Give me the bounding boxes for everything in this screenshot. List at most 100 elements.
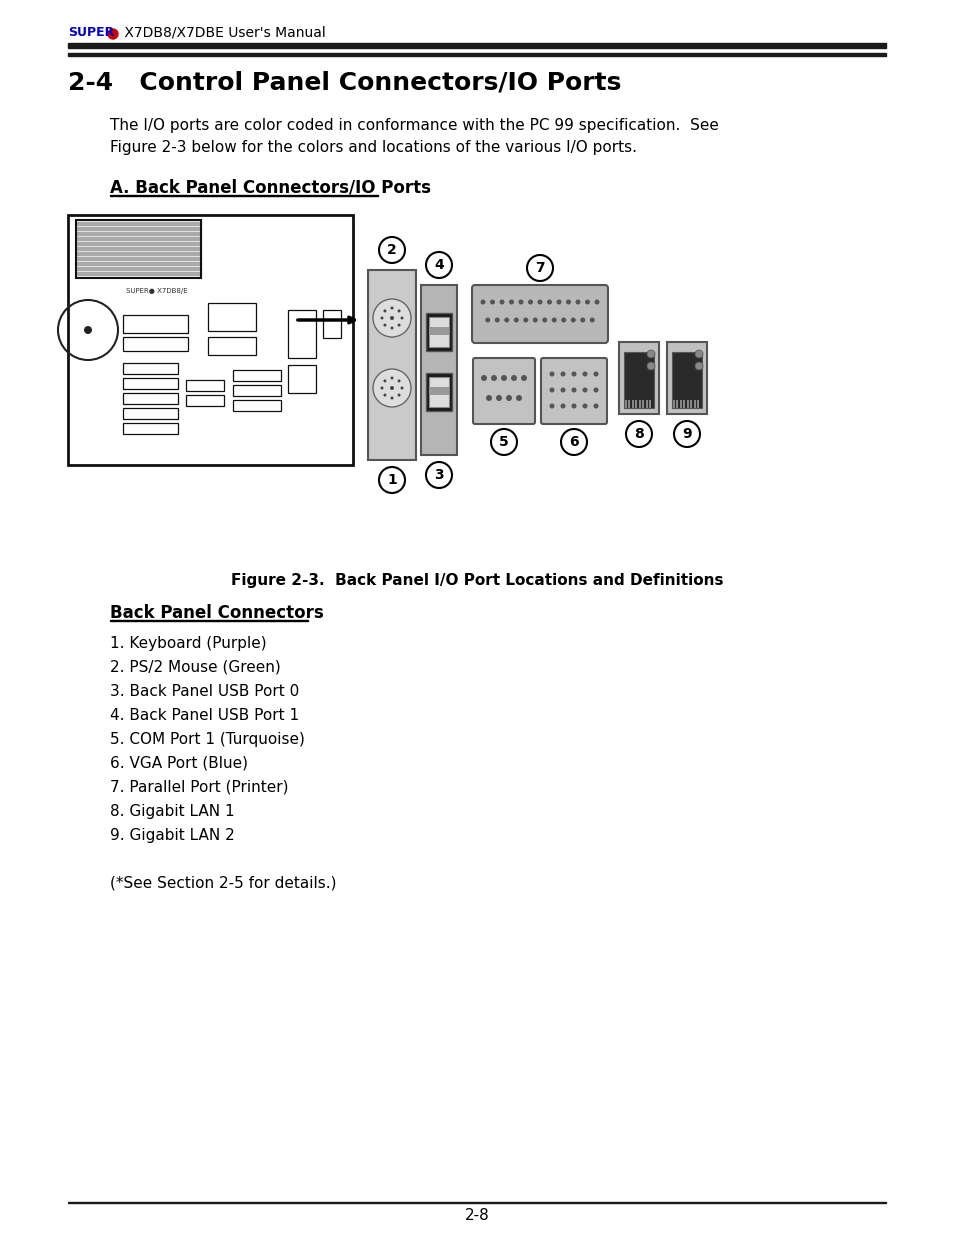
Circle shape <box>516 395 521 401</box>
Text: (*See Section 2-5 for details.): (*See Section 2-5 for details.) <box>110 876 336 890</box>
Text: 5: 5 <box>498 435 508 450</box>
Circle shape <box>646 350 655 358</box>
Circle shape <box>625 421 651 447</box>
Circle shape <box>582 388 587 393</box>
Circle shape <box>480 300 485 305</box>
Bar <box>686 400 688 408</box>
Circle shape <box>491 375 497 382</box>
Circle shape <box>518 300 523 305</box>
Text: 8: 8 <box>634 427 643 441</box>
Text: 2. PS/2 Mouse (Green): 2. PS/2 Mouse (Green) <box>110 659 280 676</box>
Circle shape <box>549 388 554 393</box>
Bar <box>76 267 201 270</box>
Text: 9. Gigabit LAN 2: 9. Gigabit LAN 2 <box>110 827 234 844</box>
Bar <box>628 400 630 408</box>
Circle shape <box>551 317 557 322</box>
Circle shape <box>509 300 514 305</box>
Circle shape <box>499 300 504 305</box>
Bar <box>618 342 659 414</box>
Circle shape <box>400 316 403 320</box>
Bar <box>690 400 692 408</box>
Bar <box>641 400 644 408</box>
Bar <box>682 400 685 408</box>
Circle shape <box>584 300 589 305</box>
Bar <box>123 393 178 404</box>
Circle shape <box>532 317 537 322</box>
Circle shape <box>594 300 598 305</box>
Bar <box>631 400 634 408</box>
Circle shape <box>549 404 554 409</box>
Circle shape <box>390 377 393 379</box>
Circle shape <box>390 387 394 390</box>
Text: 5. COM Port 1 (Turquoise): 5. COM Port 1 (Turquoise) <box>110 732 305 747</box>
Bar <box>76 252 201 254</box>
Circle shape <box>84 326 91 333</box>
Bar <box>645 400 647 408</box>
FancyBboxPatch shape <box>540 358 606 424</box>
Circle shape <box>500 375 506 382</box>
Circle shape <box>380 316 383 320</box>
Bar <box>420 285 456 454</box>
Bar <box>76 227 201 230</box>
Circle shape <box>491 429 517 454</box>
Circle shape <box>378 467 405 493</box>
Bar <box>208 337 255 354</box>
Bar <box>323 310 340 338</box>
Circle shape <box>560 317 566 322</box>
Text: 9: 9 <box>681 427 691 441</box>
Bar <box>123 315 188 333</box>
Circle shape <box>383 310 386 312</box>
Text: 4. Back Panel USB Port 1: 4. Back Panel USB Port 1 <box>110 708 299 722</box>
Bar <box>426 312 452 351</box>
Text: 7: 7 <box>535 261 544 275</box>
Text: 4: 4 <box>434 258 443 272</box>
Circle shape <box>495 317 499 322</box>
Bar <box>233 385 281 396</box>
Bar <box>76 262 201 266</box>
Text: The I/O ports are color coded in conformance with the PC 99 specification.  See: The I/O ports are color coded in conform… <box>110 119 719 133</box>
Bar <box>288 310 315 358</box>
Bar <box>186 380 224 391</box>
FancyBboxPatch shape <box>472 285 607 343</box>
Circle shape <box>571 372 576 377</box>
Text: 2-4   Control Panel Connectors/IO Ports: 2-4 Control Panel Connectors/IO Ports <box>68 70 620 95</box>
Bar <box>123 408 178 419</box>
Bar <box>426 373 452 411</box>
Bar <box>233 400 281 411</box>
Circle shape <box>505 395 512 401</box>
Bar <box>693 400 696 408</box>
Circle shape <box>589 317 594 322</box>
Circle shape <box>582 372 587 377</box>
Circle shape <box>108 28 118 40</box>
Bar <box>76 222 201 225</box>
Circle shape <box>383 379 386 383</box>
Text: 7. Parallel Port (Printer): 7. Parallel Port (Printer) <box>110 781 288 795</box>
Bar <box>110 620 308 621</box>
Text: 6. VGA Port (Blue): 6. VGA Port (Blue) <box>110 756 248 771</box>
Bar <box>429 327 449 335</box>
Circle shape <box>593 404 598 409</box>
Text: Back Panel Connectors: Back Panel Connectors <box>110 604 323 622</box>
Bar <box>76 232 201 235</box>
Circle shape <box>541 317 547 322</box>
Circle shape <box>390 326 393 330</box>
Bar <box>123 424 178 433</box>
Circle shape <box>397 379 400 383</box>
Circle shape <box>695 362 702 370</box>
Bar <box>649 400 651 408</box>
Bar <box>123 337 188 351</box>
Bar <box>186 395 224 406</box>
Bar <box>624 400 626 408</box>
Text: 1: 1 <box>387 473 396 487</box>
Circle shape <box>560 388 565 393</box>
Bar <box>623 352 654 408</box>
Circle shape <box>514 317 518 322</box>
Circle shape <box>520 375 526 382</box>
Bar <box>288 366 315 393</box>
Bar <box>429 377 449 408</box>
Circle shape <box>570 317 576 322</box>
Bar <box>76 237 201 240</box>
Bar <box>697 400 699 408</box>
Circle shape <box>426 252 452 278</box>
Circle shape <box>390 316 394 320</box>
